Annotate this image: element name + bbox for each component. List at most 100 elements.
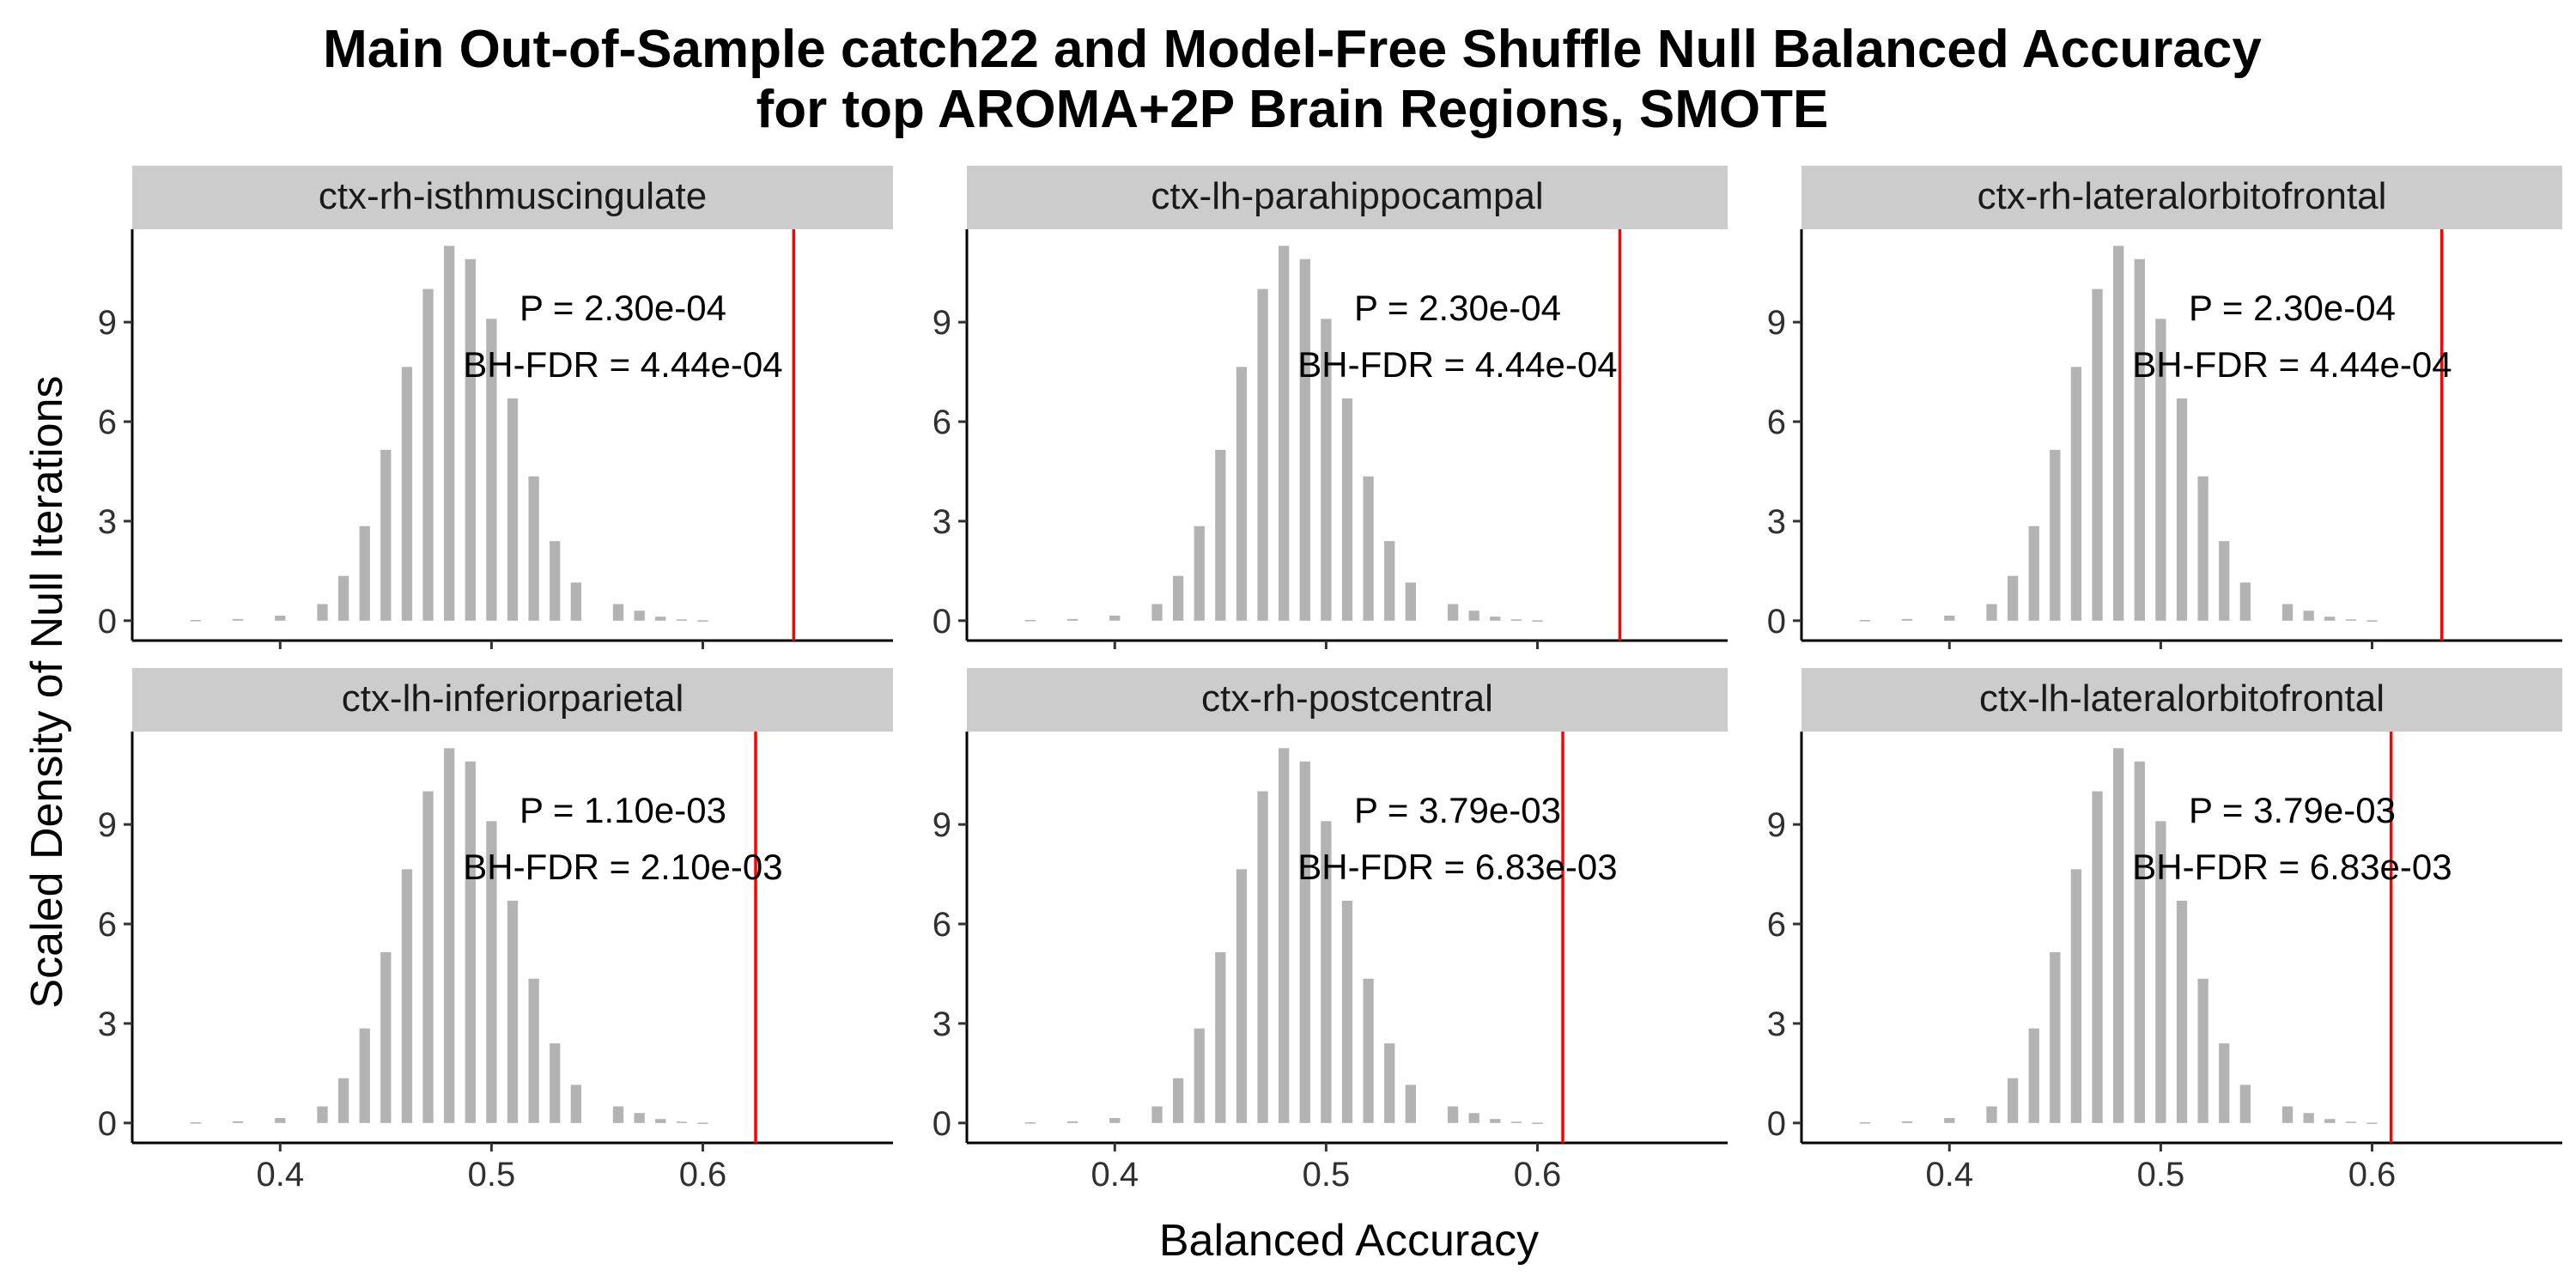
histogram-bar [612, 1106, 624, 1123]
p-value-annotation: P = 2.30e-04 [1354, 288, 1561, 328]
y-tick-label: 0 [98, 1105, 117, 1143]
histogram-bar [2007, 575, 2019, 621]
histogram-bar [550, 541, 561, 621]
histogram-bar [401, 869, 413, 1123]
facet-strip [132, 166, 893, 229]
histogram-bar [1447, 1106, 1459, 1123]
histogram-bar [2324, 617, 2336, 621]
histogram-bar [1321, 319, 1332, 621]
histogram-bar [2219, 541, 2230, 621]
p-value-annotation: P = 1.10e-03 [519, 790, 726, 830]
histogram-bar [1468, 1113, 1479, 1123]
histogram-bar [337, 1078, 349, 1123]
histogram-bar [1279, 246, 1290, 621]
facet-strip [1801, 668, 2562, 732]
histogram-bar [1172, 1078, 1184, 1123]
histogram-bar [634, 1113, 645, 1123]
histogram-bar [275, 616, 286, 621]
histogram-bar [422, 289, 434, 621]
histogram-bar [1109, 616, 1121, 621]
histogram-bar [444, 748, 455, 1123]
histogram-bar [2155, 319, 2166, 621]
histogram-bar [507, 901, 519, 1123]
p-value-annotation: P = 2.30e-04 [519, 288, 726, 328]
histogram-bar [2303, 1113, 2314, 1123]
histogram-bar [232, 1121, 244, 1123]
histogram-bar [2007, 1078, 2019, 1123]
histogram-bar [1236, 869, 1248, 1123]
y-tick-label: 3 [1767, 503, 1786, 541]
histogram-bar [1024, 1122, 1036, 1124]
x-tick-label: 0.6 [1514, 1156, 1562, 1194]
facet-panel-ctx-lh-inferiorparietal: ctx-lh-inferiorparietal 0 3 6 9 0.4 0.5 0.6 P = … [98, 668, 893, 1194]
histogram-bar [1066, 618, 1078, 621]
facet-strip-label: ctx-rh-isthmuscingulate [319, 175, 707, 217]
histogram-bar [1944, 1118, 1955, 1123]
histogram-bar [1490, 617, 1501, 621]
histogram-bar [1151, 604, 1163, 621]
histogram-bar [1363, 476, 1374, 621]
histogram-bar [2366, 620, 2378, 622]
histogram-bar [380, 951, 392, 1123]
histogram-bar [2050, 951, 2061, 1123]
histogram-bar [2155, 821, 2166, 1123]
histogram-bar [1257, 289, 1268, 621]
histogram-bar [2176, 901, 2188, 1123]
facet-strip [1801, 166, 2562, 229]
histogram-bar [570, 582, 581, 621]
histogram-bar [2113, 748, 2124, 1123]
histogram-bar [317, 1106, 328, 1123]
y-tick-label: 9 [1767, 806, 1786, 844]
histogram-bar [1215, 951, 1226, 1123]
y-tick-label: 9 [98, 304, 117, 342]
histogram-bar [2197, 476, 2208, 621]
histogram-bar [465, 258, 476, 621]
y-tick-label: 6 [933, 404, 951, 441]
y-tick-label: 6 [1767, 404, 1786, 441]
histogram-bar [1257, 791, 1268, 1123]
bh-fdr-annotation: BH-FDR = 4.44e-04 [2132, 344, 2451, 385]
histogram-bar [380, 449, 392, 621]
histogram-bar [359, 526, 370, 621]
facet-strip-label: ctx-rh-postcentral [1201, 677, 1493, 720]
histogram-bar [1341, 398, 1353, 621]
histogram-bar [2092, 791, 2103, 1123]
histogram-bar [1532, 620, 1543, 622]
histogram-bar [1299, 761, 1310, 1123]
histogram-bar [676, 619, 688, 621]
histogram-bar [1194, 526, 1205, 621]
p-value-annotation: P = 3.79e-03 [2189, 790, 2396, 830]
histogram-bar [444, 246, 455, 621]
histogram-bar [528, 476, 539, 621]
histogram-bar [655, 1119, 666, 1123]
histogram-bar [486, 319, 497, 621]
histogram-bar [1986, 604, 1997, 621]
histogram-bar [2070, 367, 2082, 621]
y-tick-label: 3 [98, 1005, 117, 1043]
y-tick-label: 3 [933, 1005, 951, 1043]
y-tick-label: 9 [933, 806, 951, 844]
bh-fdr-annotation: BH-FDR = 6.83e-03 [2132, 847, 2451, 887]
histogram-bar [2345, 619, 2357, 621]
histogram-bar [317, 604, 328, 621]
histogram-bar [422, 791, 434, 1123]
histogram-bar [1151, 1106, 1163, 1123]
histogram-bar [232, 618, 244, 621]
x-tick-label: 0.5 [468, 1156, 516, 1194]
y-tick-label: 6 [933, 906, 951, 944]
x-tick-label: 0.4 [256, 1156, 304, 1194]
facet-panels: ctx-rh-isthmuscingulate 0 3 6 9 P = 2.30e-04 B… [98, 166, 2562, 1194]
y-tick-label: 3 [1767, 1005, 1786, 1043]
histogram-bar [1859, 1122, 1870, 1124]
histogram-bar [2070, 869, 2082, 1123]
histogram-bar [401, 367, 413, 621]
histogram-bar [1405, 1084, 1416, 1123]
histogram-bar [550, 1043, 561, 1123]
histogram-bar [655, 617, 666, 621]
x-tick-label: 0.6 [2348, 1156, 2397, 1194]
histogram-bar [2345, 1121, 2357, 1123]
histogram-bar [1532, 1122, 1543, 1124]
histogram-bar [1510, 1121, 1522, 1123]
facet-panel-ctx-rh-lateralorbitofrontal: ctx-rh-lateralorbitofrontal 0 3 6 9 P = 2.30e… [1767, 166, 2562, 649]
histogram-bar [1024, 620, 1036, 622]
